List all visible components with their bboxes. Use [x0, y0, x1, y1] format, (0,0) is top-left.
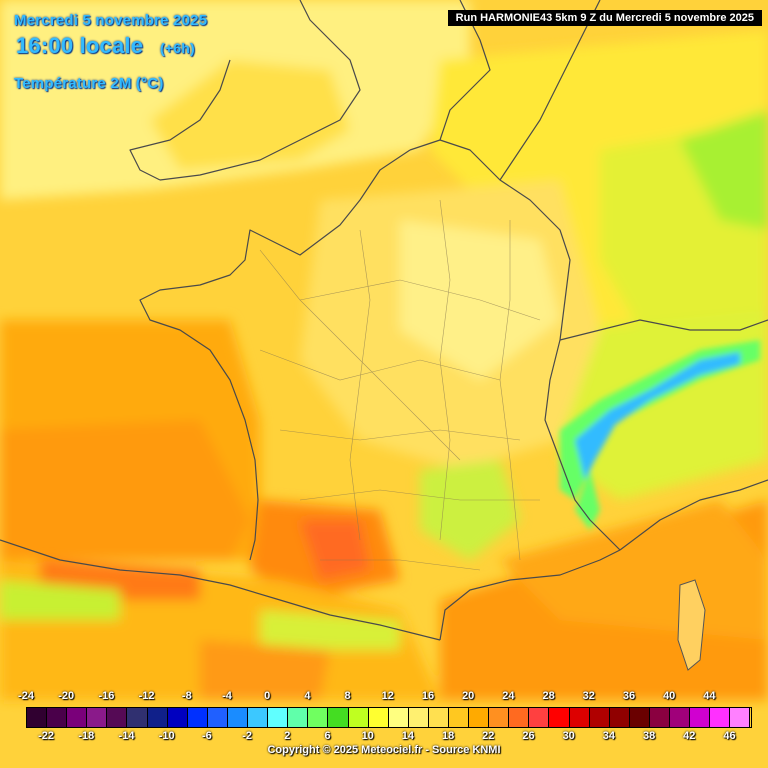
legend-swatch [147, 708, 168, 727]
legend-label: 34 [602, 730, 616, 742]
legend-label: -10 [158, 730, 175, 742]
legend-swatch [388, 708, 409, 727]
legend-label: 14 [401, 730, 415, 742]
legend-color-bar [26, 707, 752, 728]
legend-swatch [368, 708, 389, 727]
legend-swatch [248, 708, 269, 727]
legend-swatch [529, 708, 550, 727]
legend-swatch [207, 708, 228, 727]
legend-swatch [47, 708, 68, 727]
legend-swatch [730, 708, 751, 727]
color-legend: -24 -20 -16 -12 -8 -4 0 4 8 12 16 20 24 28 32 36 40 44 -2… [0, 690, 768, 768]
legend-label: 28 [542, 690, 555, 702]
legend-swatch [549, 708, 570, 727]
legend-label: 20 [462, 690, 475, 702]
legend-swatch [348, 708, 369, 727]
legend-swatch [670, 708, 691, 727]
legend-swatch [690, 708, 711, 727]
legend-label: 18 [441, 730, 455, 742]
legend-label: 16 [421, 690, 435, 702]
legend-swatch [87, 708, 108, 727]
variable-title: Température 2M (°C) [14, 75, 164, 92]
legend-label: 4 [304, 690, 311, 702]
legend-label: -14 [118, 730, 135, 742]
legend-swatch [67, 708, 88, 727]
legend-swatch [227, 708, 249, 727]
legend-label: -4 [222, 690, 232, 702]
forecast-date: Mercredi 5 novembre 2025 [14, 12, 208, 29]
legend-label: 42 [683, 730, 696, 742]
run-info-box: Run HARMONIE43 5km 9 Z du Mercredi 5 nov… [447, 10, 762, 26]
legend-label: -22 [38, 730, 55, 742]
legend-swatch [609, 708, 630, 727]
legend-label: 10 [361, 730, 374, 742]
legend-swatch [710, 708, 731, 727]
legend-swatch [489, 708, 510, 727]
legend-label: 24 [502, 690, 515, 702]
legend-label: -18 [78, 730, 95, 742]
legend-label: -12 [138, 690, 155, 702]
legend-swatch [629, 708, 650, 727]
legend-swatch [127, 708, 148, 727]
legend-swatch [589, 708, 610, 727]
legend-swatch [288, 708, 309, 727]
legend-label: -8 [181, 690, 192, 702]
forecast-time: 16:00 locale [16, 33, 144, 58]
legend-label: 30 [562, 730, 575, 742]
legend-label: 38 [642, 730, 656, 742]
legend-swatch [469, 708, 490, 727]
legend-label: 36 [622, 690, 636, 702]
legend-label: 0 [264, 690, 271, 702]
legend-label: 8 [344, 690, 351, 702]
legend-swatch [107, 708, 128, 727]
legend-label: -24 [18, 690, 34, 702]
legend-label: -16 [98, 690, 115, 702]
legend-swatch [509, 708, 530, 727]
legend-label: 40 [663, 690, 676, 702]
legend-swatch [268, 708, 289, 727]
legend-label: 26 [522, 730, 535, 742]
legend-label: 2 [284, 730, 291, 742]
legend-swatch [649, 708, 670, 727]
legend-label: -20 [58, 690, 75, 702]
legend-swatch [27, 708, 48, 727]
legend-swatch [308, 708, 329, 727]
legend-label: 46 [723, 730, 736, 742]
legend-label: -6 [202, 730, 212, 742]
legend-label: 6 [324, 730, 331, 742]
legend-swatch [187, 708, 208, 727]
forecast-offset: (+6h) [160, 40, 195, 56]
legend-swatch [569, 708, 590, 727]
legend-swatch [448, 708, 470, 727]
legend-swatch [428, 708, 449, 727]
copyright-text: Copyright © 2025 Meteociel.fr - Source K… [267, 744, 501, 756]
legend-swatch [328, 708, 349, 727]
legend-label: -2 [242, 730, 252, 742]
legend-label: 22 [482, 730, 495, 742]
legend-label: 12 [381, 690, 394, 702]
legend-swatch [408, 708, 429, 727]
legend-swatch [167, 708, 188, 727]
legend-label: 32 [582, 690, 595, 702]
legend-label: 44 [703, 690, 716, 702]
